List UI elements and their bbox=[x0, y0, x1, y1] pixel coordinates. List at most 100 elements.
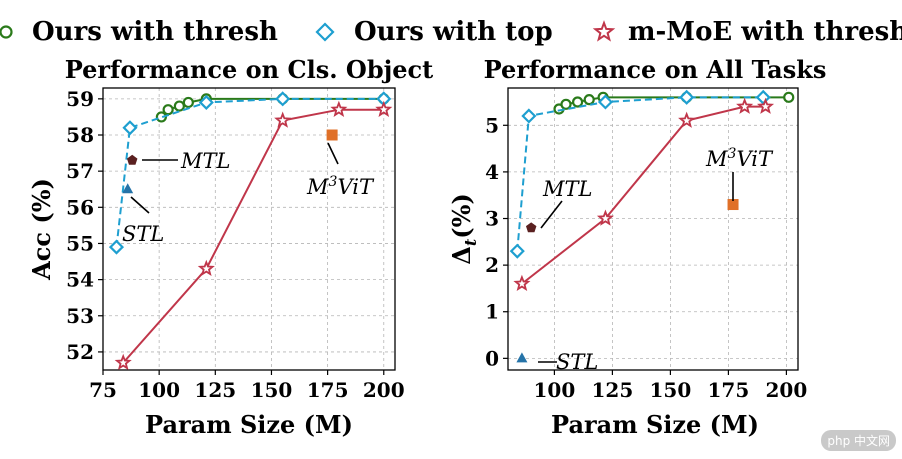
x-tick-label: 150 bbox=[251, 378, 293, 402]
plot-frame bbox=[102, 87, 396, 371]
legend-item-mmoe-thresh: m-MoE with thresh bbox=[592, 17, 902, 47]
stl-point bbox=[122, 183, 134, 194]
legend-label: Ours with top bbox=[354, 17, 553, 47]
x-tick-label: 100 bbox=[138, 378, 180, 402]
data-point bbox=[173, 100, 185, 112]
series bbox=[509, 89, 795, 292]
stl-label: STL bbox=[556, 350, 598, 374]
data-point bbox=[756, 97, 775, 114]
y-tick-label: 57 bbox=[66, 159, 94, 183]
m3vit-label: M3ViT bbox=[705, 146, 774, 171]
chart-title: Performance on All Tasks bbox=[484, 55, 827, 84]
series bbox=[108, 91, 393, 371]
data-point bbox=[571, 96, 584, 108]
data-point bbox=[330, 100, 348, 117]
x-tick-label: 175 bbox=[307, 378, 349, 402]
mtl-point bbox=[525, 222, 537, 233]
y-axis-label: Acc (%) bbox=[27, 178, 56, 281]
x-tick-label: 125 bbox=[592, 378, 634, 402]
data-point bbox=[678, 111, 696, 128]
y-tick-label: 53 bbox=[66, 304, 94, 328]
data-point bbox=[108, 239, 125, 255]
x-tick-label: 75 bbox=[89, 378, 117, 402]
x-tick-label: 100 bbox=[534, 378, 576, 402]
data-point bbox=[275, 91, 291, 107]
m3vit-point bbox=[727, 199, 739, 211]
legend-star-icon bbox=[592, 20, 616, 42]
legend-item-ours-thresh: Ours with thresh bbox=[0, 17, 278, 47]
data-point bbox=[596, 209, 614, 226]
chart-all-tasks: Performance on All Tasks 100 125 150 175 200… bbox=[447, 55, 826, 439]
mtl-point bbox=[126, 154, 138, 165]
data-point bbox=[274, 111, 292, 128]
data-point bbox=[521, 108, 537, 124]
data-point bbox=[122, 120, 138, 136]
data-point bbox=[597, 94, 613, 110]
ticks: 100 125 150 175 200 0 1 2 3 4 5 bbox=[485, 113, 807, 402]
data-point bbox=[182, 96, 194, 109]
y-tick-label: 3 bbox=[485, 207, 499, 231]
x-axis-label: Param Size (M) bbox=[551, 410, 759, 439]
x-tick-label: 200 bbox=[766, 378, 808, 402]
data-point bbox=[560, 98, 572, 110]
data-point bbox=[114, 353, 132, 371]
x-axis-label: Param Size (M) bbox=[145, 410, 353, 439]
mtl-label: MTL bbox=[180, 149, 230, 173]
data-point bbox=[155, 111, 167, 123]
y-tick-label: 1 bbox=[485, 300, 499, 324]
y-tick-label: 2 bbox=[485, 253, 499, 277]
data-point bbox=[513, 274, 531, 292]
y-tick-label: 5 bbox=[485, 113, 499, 137]
mtl-leader-line bbox=[540, 200, 563, 229]
x-tick-label: 150 bbox=[650, 378, 692, 402]
points bbox=[122, 129, 338, 194]
data-point bbox=[679, 89, 695, 105]
y-tick-label: 0 bbox=[485, 346, 499, 370]
data-point bbox=[375, 100, 393, 117]
y-tick-label: 58 bbox=[66, 123, 94, 147]
m3vit-leader-line bbox=[327, 142, 339, 165]
m3vit-label: M3ViT bbox=[306, 174, 375, 199]
series-m-moe-with-thresh bbox=[513, 97, 775, 292]
y-axis-label: Δt(%) bbox=[447, 193, 480, 265]
legend-diamond-icon bbox=[315, 22, 335, 42]
chart-cls-object: Performance on Cls. Object 75 100 125 150 17… bbox=[27, 55, 433, 439]
y-tick-label: 56 bbox=[66, 195, 94, 219]
watermark: php 中文网 bbox=[821, 430, 896, 451]
plot-frame bbox=[507, 87, 799, 371]
y-tick-label: 59 bbox=[66, 87, 94, 111]
legend: Ours with thresh Ours with top m-MoE wit… bbox=[0, 17, 902, 47]
stl-label: STL bbox=[122, 222, 164, 246]
y-tick-label: 4 bbox=[485, 160, 499, 184]
series-m-moe-with-thresh bbox=[114, 100, 393, 371]
y-tick-label: 55 bbox=[66, 231, 94, 255]
grid bbox=[508, 88, 798, 370]
x-tick-label: 125 bbox=[194, 378, 236, 402]
points bbox=[516, 199, 739, 363]
mtl-label: MTL bbox=[542, 177, 592, 201]
stl-leader-line bbox=[130, 196, 150, 214]
data-point bbox=[162, 104, 174, 116]
series-line bbox=[160, 97, 384, 118]
data-point bbox=[783, 91, 795, 103]
data-point bbox=[509, 243, 525, 259]
y-tick-label: 52 bbox=[66, 340, 94, 364]
data-point bbox=[736, 97, 754, 114]
legend-label: m-MoE with thresh bbox=[628, 17, 902, 47]
y-tick-label: 54 bbox=[66, 268, 94, 292]
series-ours-with-top bbox=[108, 91, 392, 255]
annotations: MTL STL M3ViT bbox=[122, 142, 375, 246]
data-point bbox=[197, 259, 215, 277]
stl-point bbox=[516, 352, 528, 363]
legend-circle-icon bbox=[0, 25, 13, 39]
x-tick-label: 175 bbox=[708, 378, 750, 402]
ticks: 75 100 125 150 175 200 52 53 54 55 56 57 58 59 bbox=[66, 87, 404, 402]
x-tick-label: 200 bbox=[363, 378, 405, 402]
chart-title: Performance on Cls. Object bbox=[65, 55, 434, 84]
legend-label: Ours with thresh bbox=[32, 17, 278, 47]
legend-item-ours-top: Ours with top bbox=[315, 17, 553, 47]
annotations: MTL M3ViT STL bbox=[538, 146, 774, 374]
series-ours-with-top bbox=[509, 89, 771, 259]
data-point bbox=[755, 89, 771, 105]
